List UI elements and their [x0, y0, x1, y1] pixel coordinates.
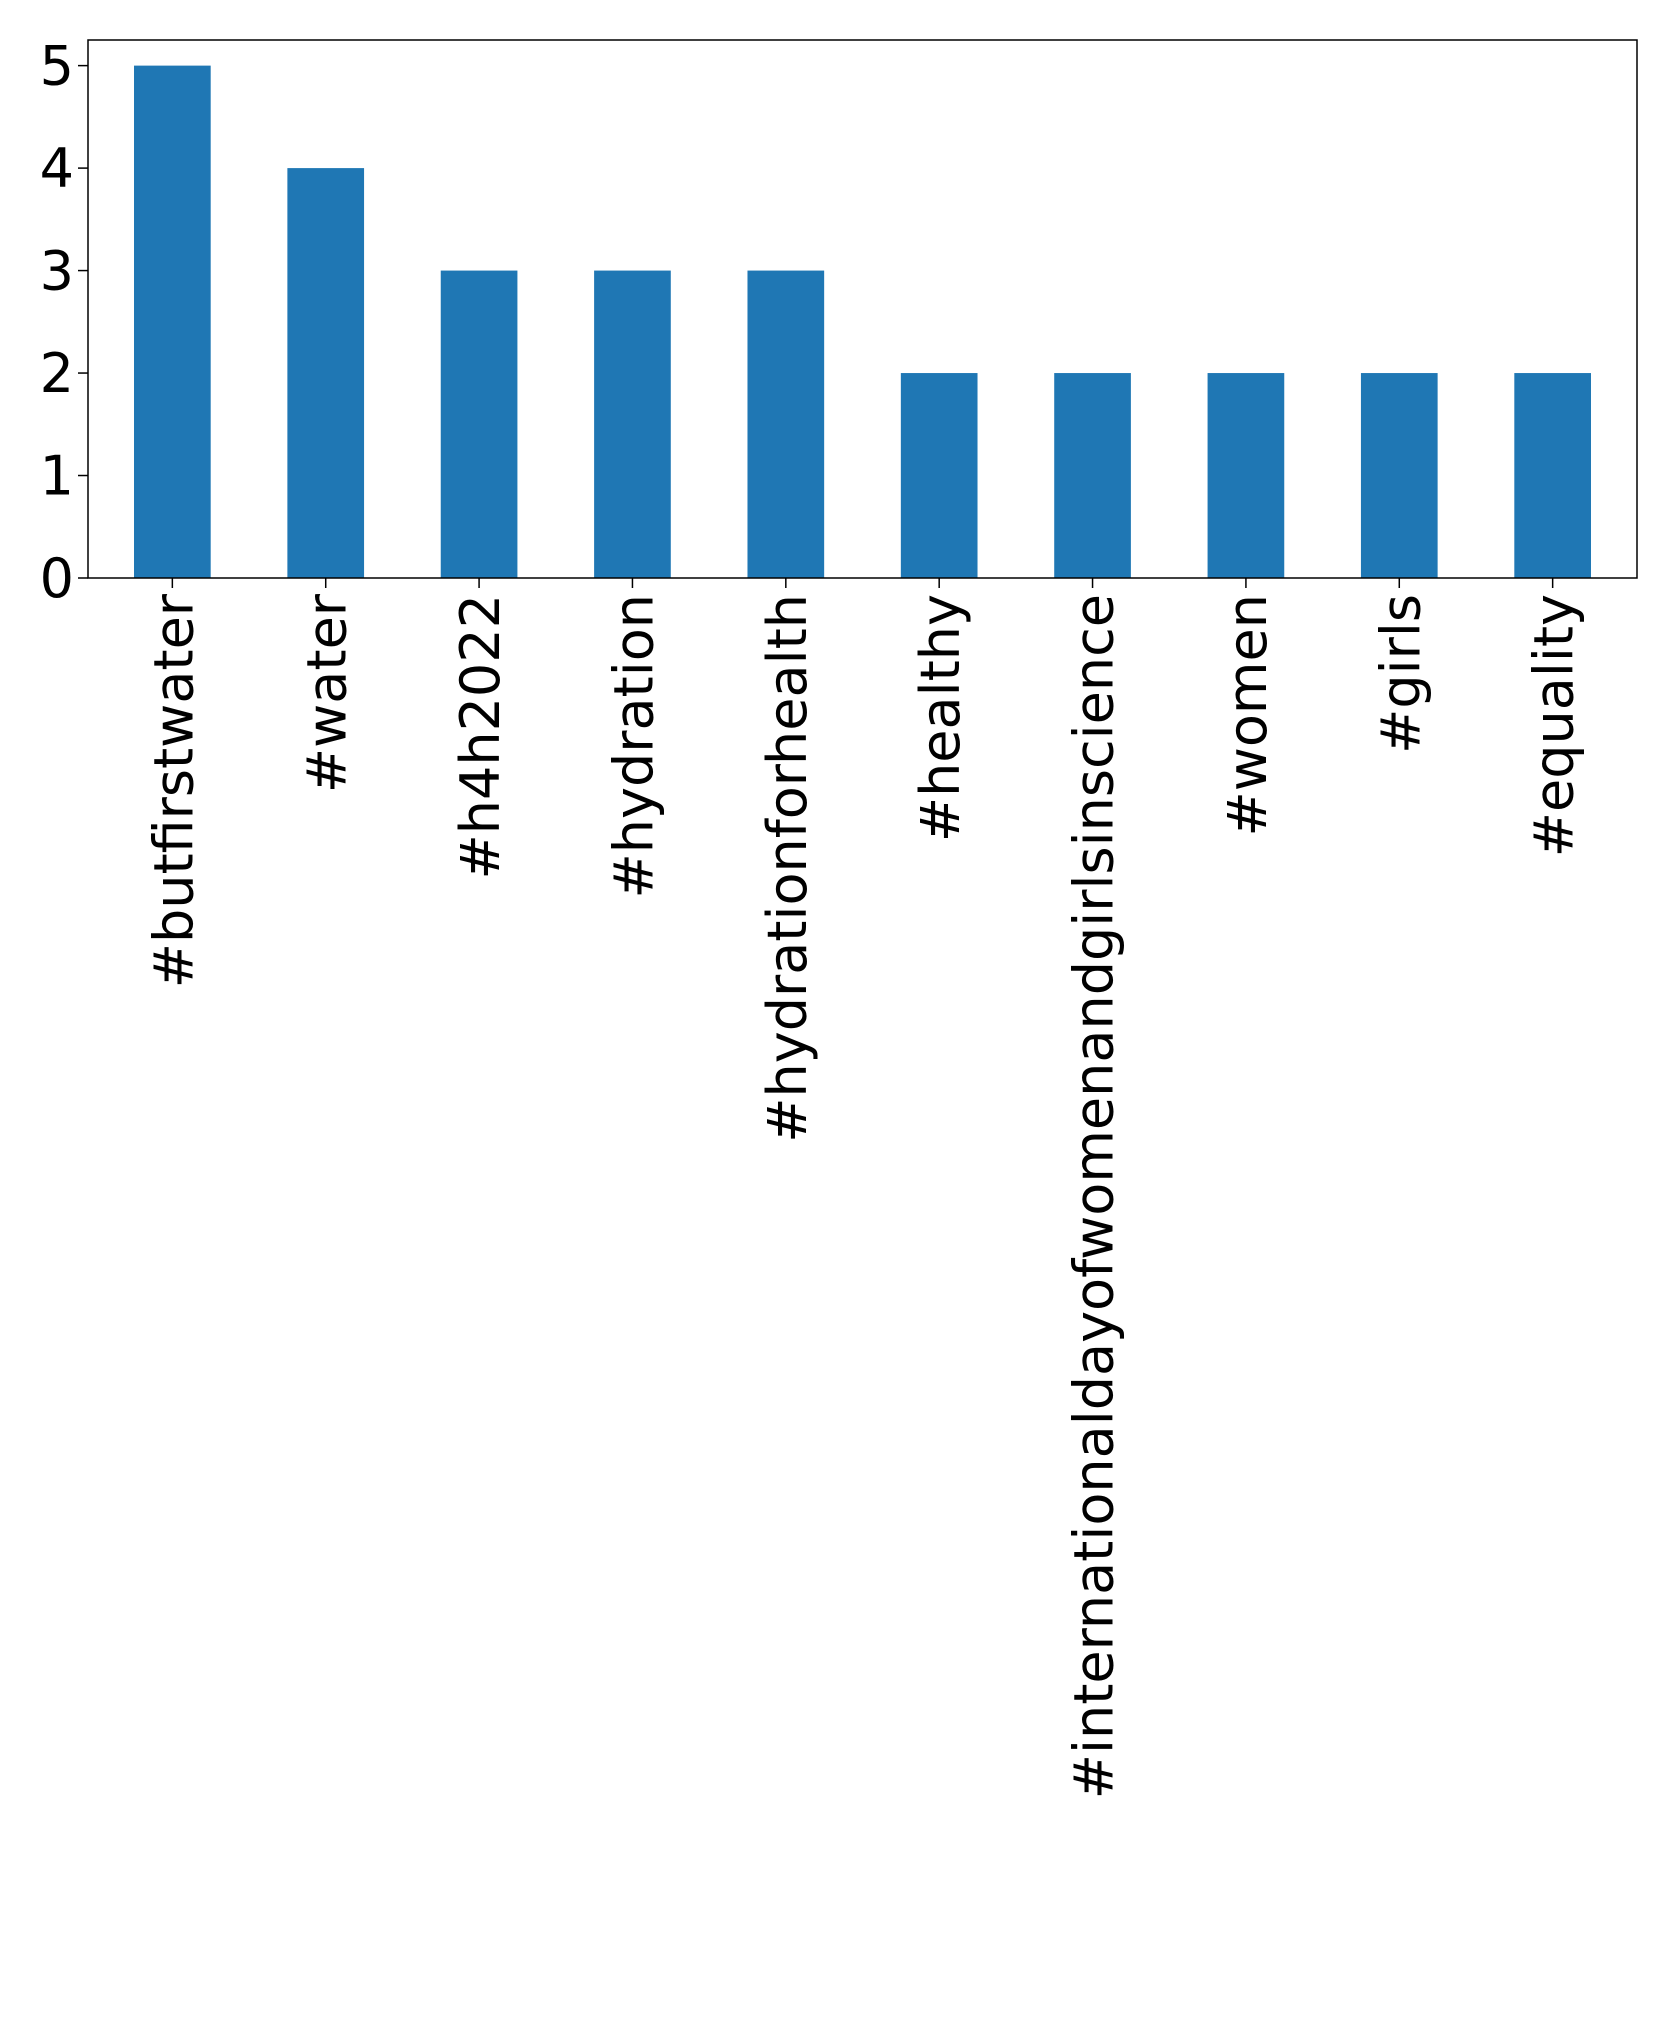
x-tick-label: #water — [296, 593, 359, 793]
x-axis: #butfirstwater #water #h4h2022 #hydration #h… — [142, 578, 1586, 1799]
bar — [1514, 373, 1591, 578]
y-axis: 0 1 2 3 4 5 — [40, 35, 88, 610]
y-tick-label: 1 — [40, 445, 74, 508]
x-tick-label: #butfirstwater — [142, 593, 205, 988]
x-tick-label: #healthy — [909, 594, 972, 842]
x-tick-label: #h4h2022 — [449, 594, 512, 879]
x-tick-label: #hydration — [602, 594, 665, 898]
y-tick-label: 4 — [40, 137, 74, 200]
bars-group — [134, 65, 1591, 579]
y-tick-label: 5 — [40, 35, 74, 98]
bar — [1207, 373, 1285, 578]
x-tick-label: #girls — [1369, 594, 1432, 754]
bar — [747, 270, 825, 578]
x-tick-label: #equality — [1523, 594, 1586, 857]
bar — [134, 65, 211, 579]
bar — [440, 270, 518, 578]
y-tick-label: 2 — [40, 342, 74, 405]
x-tick-label: #hydrationforhealth — [756, 594, 819, 1143]
y-tick-label: 3 — [40, 240, 74, 303]
bar — [1360, 373, 1438, 578]
y-tick-label: 0 — [40, 547, 74, 610]
plot-frame — [87, 39, 1638, 579]
bar — [900, 373, 978, 578]
bar — [594, 270, 671, 578]
x-tick-label: #internationaldayofwomenandgirlsinscienc… — [1063, 594, 1126, 1799]
x-tick-label: #women — [1216, 594, 1279, 837]
bar — [287, 168, 365, 578]
bar — [1054, 373, 1131, 578]
